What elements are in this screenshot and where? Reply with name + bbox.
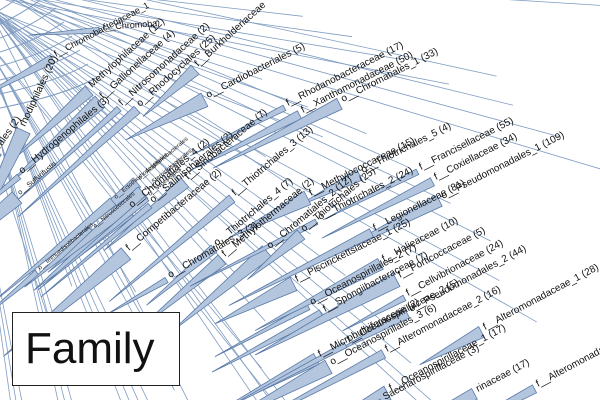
- clade-wedge: [24, 226, 96, 288]
- clade-wedge: [292, 349, 387, 400]
- branch-line: [0, 136, 59, 400]
- taxon-label: f__Alteromonadaceae_1 (4: [534, 323, 600, 390]
- branch-arc: [0, 35, 73, 67]
- clade-wedge: [189, 218, 319, 287]
- branch-line: [54, 0, 559, 137]
- clade-wedge: [0, 54, 56, 89]
- clade-wedge: [0, 197, 117, 298]
- taxon-label: f__Chromoba: [102, 18, 157, 32]
- clade-wedge: [9, 85, 94, 162]
- clade-wedge: [109, 194, 236, 302]
- clade-wedge: [296, 168, 363, 207]
- branch-line: [0, 22, 271, 400]
- clade-wedge: [239, 341, 348, 400]
- clade-wedge: [40, 202, 153, 298]
- branch-line: [81, 0, 514, 106]
- branch-line: [20, 0, 451, 204]
- clade-wedge: [0, 153, 2, 158]
- clade-wedge: [211, 309, 325, 373]
- clade-wedge: [259, 359, 333, 400]
- clade-wedge: [189, 104, 287, 157]
- clade-wedge: [321, 177, 436, 239]
- clade-wedge: [125, 92, 209, 141]
- branch-line: [86, 0, 353, 38]
- clade-wedge: [212, 97, 343, 169]
- branch-arc: [0, 21, 65, 53]
- branch-line: [155, 0, 303, 17]
- branch-arc: [0, 0, 42, 25]
- clade-wedge: [0, 173, 22, 196]
- clade-wedge: [0, 126, 31, 193]
- branch-line: [507, 0, 600, 6]
- clade-wedge: [329, 309, 411, 356]
- clade-wedge: [254, 272, 401, 356]
- clade-wedge: [247, 229, 306, 280]
- branch-line: [5, 0, 309, 108]
- clade-wedge: [105, 276, 169, 316]
- clade-wedge: [37, 195, 150, 291]
- branch-line: [29, 0, 410, 168]
- branch-line: [0, 67, 157, 341]
- clade-wedge: [171, 245, 273, 332]
- branch-line: [0, 19, 412, 364]
- branch-line: [0, 15, 346, 276]
- clade-wedge: [7, 95, 106, 185]
- clade-wedge: [505, 384, 538, 400]
- clade-wedge: [146, 244, 218, 306]
- clade-wedge: [419, 326, 485, 366]
- clade-wedge: [214, 303, 311, 358]
- branch-arc: [0, 0, 17, 11]
- clade-wedge: [214, 276, 298, 325]
- tree-clade-wedges: [0, 26, 538, 400]
- branch-line: [145, 0, 497, 77]
- branch-arc: [0, 63, 89, 95]
- clade-wedge: [451, 388, 478, 400]
- branch-line: [15, 0, 304, 195]
- clade-wedge: [228, 190, 312, 239]
- clade-wedge: [0, 191, 23, 221]
- clade-wedge: [0, 269, 40, 306]
- clade-wedge: [254, 258, 384, 331]
- clade-wedge: [29, 26, 100, 36]
- rank-legend-label: Family: [25, 324, 155, 373]
- clade-wedge: [322, 168, 420, 221]
- clade-wedge: [17, 105, 141, 218]
- branch-line: [0, 12, 311, 235]
- branch-line: [19, 0, 266, 157]
- clade-wedge: [342, 294, 407, 332]
- branch-line: [0, 14, 417, 400]
- branch-arc: [0, 77, 97, 109]
- branch-line: [0, 22, 257, 400]
- branch-line: [0, 11, 500, 281]
- branch-arc: [0, 7, 57, 39]
- clade-wedge: [47, 186, 149, 273]
- branch-line: [41, 0, 367, 135]
- branch-line: [17, 0, 263, 80]
- clade-wedge: [188, 110, 303, 172]
- clade-wedge: [361, 385, 392, 400]
- clade-wedge: [228, 228, 375, 306]
- branch-line: [0, 67, 114, 245]
- clade-wedge: [140, 254, 227, 329]
- branch-line: [0, 18, 227, 156]
- rank-legend-box: Family: [12, 312, 180, 386]
- branch-line: [40, 0, 401, 60]
- branch-line: [8, 0, 450, 85]
- clade-wedge: [142, 64, 200, 117]
- taxon-label: rinaceae (17): [474, 357, 531, 394]
- clade-wedge: [13, 105, 122, 204]
- taxon-label: f__Alteromonadaceae_1 (28): [481, 262, 600, 333]
